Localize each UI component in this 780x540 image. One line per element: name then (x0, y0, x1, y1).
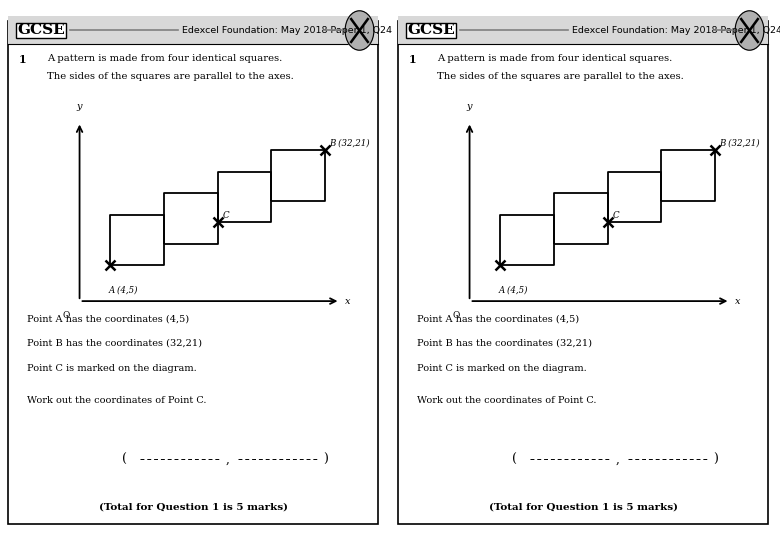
Text: (: ( (512, 453, 517, 465)
Text: A (4,5): A (4,5) (108, 286, 138, 295)
Text: y: y (466, 102, 473, 111)
Text: Work out the coordinates of Point C.: Work out the coordinates of Point C. (417, 396, 596, 405)
Text: A (4,5): A (4,5) (498, 286, 528, 295)
Text: Point B has the coordinates (32,21): Point B has the coordinates (32,21) (27, 339, 201, 348)
Text: ): ) (713, 453, 718, 465)
Text: Point B has the coordinates (32,21): Point B has the coordinates (32,21) (417, 339, 591, 348)
Text: Edexcel Foundation: May 2018 Paper 1, Q24: Edexcel Foundation: May 2018 Paper 1, Q2… (182, 26, 392, 35)
Text: B (32,21): B (32,21) (720, 139, 760, 148)
Text: ,: , (225, 453, 229, 465)
Circle shape (735, 11, 764, 50)
Text: x: x (345, 296, 350, 306)
Text: B (32,21): B (32,21) (330, 139, 370, 148)
Bar (8, 16, 378, 44)
Text: (Total for Question 1 is 5 marks): (Total for Question 1 is 5 marks) (488, 503, 678, 512)
Text: The sides of the squares are parallel to the axes.: The sides of the squares are parallel to… (438, 72, 684, 81)
Text: 1: 1 (19, 55, 27, 65)
Text: GCSE: GCSE (17, 24, 65, 37)
Text: GCSE: GCSE (407, 24, 455, 37)
Text: y: y (76, 102, 83, 111)
Text: A pattern is made from four identical squares.: A pattern is made from four identical sq… (48, 55, 282, 63)
Bar (398, 16, 768, 44)
Text: Edexcel Foundation: May 2018 Paper 1, Q24: Edexcel Foundation: May 2018 Paper 1, Q2… (572, 26, 780, 35)
Text: (: ( (122, 453, 127, 465)
Text: Point C is marked on the diagram.: Point C is marked on the diagram. (417, 364, 587, 373)
FancyBboxPatch shape (398, 21, 768, 524)
Text: ): ) (323, 453, 328, 465)
Text: O: O (62, 312, 70, 320)
Text: Point A has the coordinates (4,5): Point A has the coordinates (4,5) (27, 314, 189, 323)
Text: (Total for Question 1 is 5 marks): (Total for Question 1 is 5 marks) (98, 503, 288, 512)
FancyBboxPatch shape (8, 21, 378, 524)
Text: Work out the coordinates of Point C.: Work out the coordinates of Point C. (27, 396, 206, 405)
Text: Point C is marked on the diagram.: Point C is marked on the diagram. (27, 364, 197, 373)
Text: ,: , (615, 453, 619, 465)
Text: O: O (452, 312, 460, 320)
Text: A pattern is made from four identical squares.: A pattern is made from four identical sq… (438, 55, 672, 63)
Text: x: x (735, 296, 740, 306)
Text: Point A has the coordinates (4,5): Point A has the coordinates (4,5) (417, 314, 579, 323)
Text: C: C (612, 211, 619, 220)
Text: The sides of the squares are parallel to the axes.: The sides of the squares are parallel to… (48, 72, 294, 81)
Text: C: C (222, 211, 229, 220)
Text: 1: 1 (409, 55, 417, 65)
Circle shape (345, 11, 374, 50)
